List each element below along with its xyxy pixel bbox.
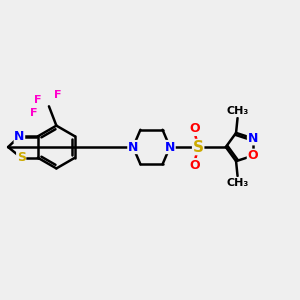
Text: F: F xyxy=(34,95,41,105)
Text: O: O xyxy=(248,149,258,162)
Text: CH₃: CH₃ xyxy=(226,178,249,188)
Text: N: N xyxy=(165,140,175,154)
Text: S: S xyxy=(193,140,204,154)
Text: N: N xyxy=(128,140,138,154)
Text: O: O xyxy=(190,159,200,172)
Text: F: F xyxy=(54,90,62,100)
Text: N: N xyxy=(14,130,25,143)
Text: CH₃: CH₃ xyxy=(226,106,249,116)
Text: F: F xyxy=(30,108,37,118)
Text: O: O xyxy=(190,122,200,135)
Text: S: S xyxy=(17,151,26,164)
Text: N: N xyxy=(248,132,258,145)
